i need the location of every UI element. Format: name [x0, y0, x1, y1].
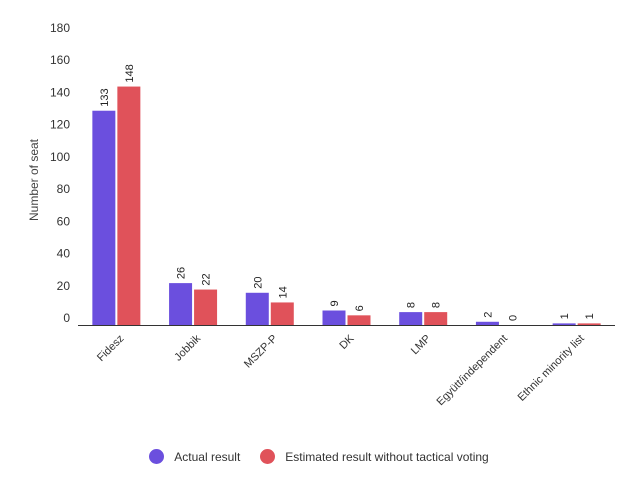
data-label: 8: [406, 302, 418, 308]
legend-label-estimated: Estimated result without tactical voting: [285, 449, 489, 464]
y-tick-label: 0: [63, 311, 70, 325]
data-label: 133: [99, 88, 111, 106]
x-category-label: MSZP-P: [242, 333, 280, 371]
data-label: 148: [124, 64, 136, 82]
bar-actual[interactable]: [552, 323, 576, 325]
x-category-label: Fidesz: [95, 333, 126, 364]
legend-swatch-actual: [149, 449, 165, 464]
y-tick-label: 60: [57, 214, 71, 228]
data-label: 9: [329, 300, 341, 306]
data-label: 14: [277, 286, 289, 298]
data-label: 1: [559, 313, 571, 319]
data-label: 0: [507, 315, 519, 321]
y-tick-label: 100: [50, 150, 70, 164]
y-tick-label: 180: [50, 21, 70, 35]
bar-actual[interactable]: [245, 292, 269, 325]
y-tick-label: 40: [57, 247, 71, 261]
data-label: 1: [584, 313, 596, 319]
y-axis-label: Number of seat: [27, 138, 41, 221]
x-category-label: DK: [337, 332, 357, 352]
bar-actual[interactable]: [475, 321, 499, 325]
bar-estimated[interactable]: [270, 302, 294, 325]
bar-actual[interactable]: [399, 312, 423, 325]
y-axis-ticks: 0 20 40 60 80 100 120 140 160 180: [50, 21, 70, 325]
bar-estimated[interactable]: [347, 315, 371, 325]
data-label: 2: [482, 312, 494, 318]
x-category-label: LMP: [409, 333, 433, 357]
bar-actual[interactable]: [169, 283, 193, 325]
bar-actual[interactable]: [92, 110, 116, 325]
x-category-label: Ethnic minority list: [516, 333, 587, 404]
legend-item-actual[interactable]: Actual result: [149, 449, 240, 464]
bar-estimated[interactable]: [117, 86, 141, 325]
y-tick-label: 80: [57, 182, 71, 196]
bar-estimated[interactable]: [424, 312, 448, 325]
data-label: 22: [201, 273, 213, 285]
legend-item-estimated[interactable]: Estimated result without tactical voting: [260, 449, 489, 464]
data-label: 6: [354, 305, 366, 311]
y-tick-label: 140: [50, 85, 70, 99]
legend-label-actual: Actual result: [174, 449, 241, 464]
legend-swatch-estimated: [260, 449, 276, 464]
x-category-label: Együtt/independent: [435, 333, 511, 409]
y-tick-label: 160: [50, 53, 70, 67]
data-label: 8: [431, 302, 443, 308]
bar-actual[interactable]: [322, 310, 346, 326]
x-category-label: Jobbik: [172, 332, 203, 363]
y-tick-label: 120: [50, 118, 70, 132]
y-tick-label: 20: [57, 279, 71, 293]
data-label: 20: [252, 277, 264, 289]
bar-estimated[interactable]: [194, 289, 218, 325]
bar-estimated[interactable]: [577, 323, 601, 325]
x-axis-categories: Fidesz Jobbik MSZP-P DK LMP Együtt/independen…: [95, 332, 587, 408]
legend: Actual result Estimated result without t…: [0, 449, 638, 464]
data-label: 26: [176, 267, 188, 279]
